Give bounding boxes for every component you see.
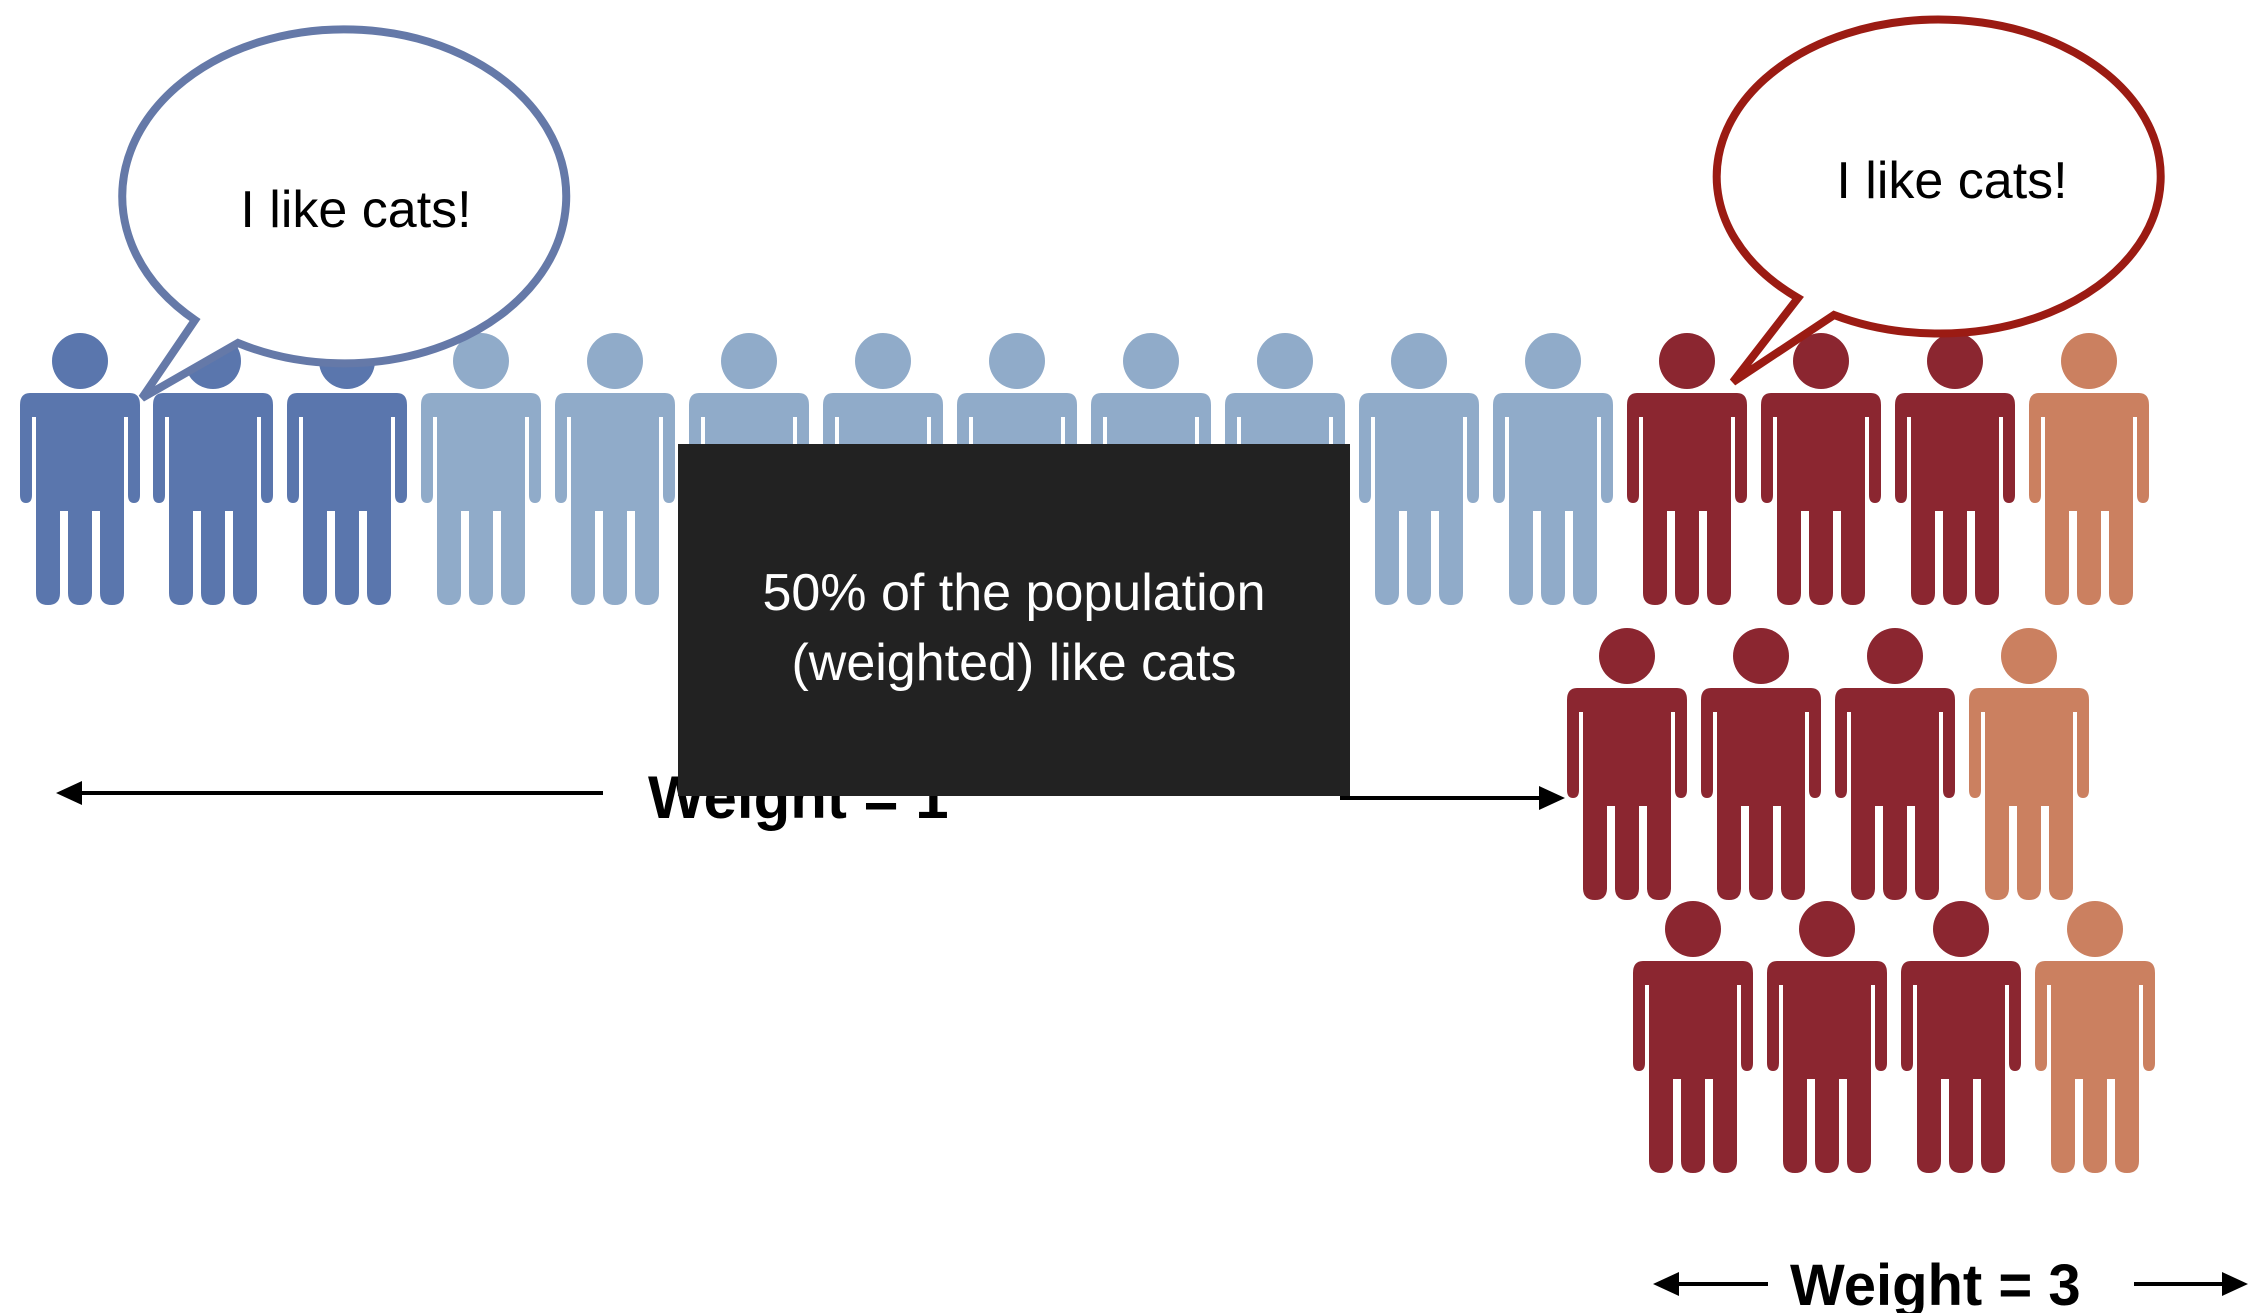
person-figure — [555, 333, 675, 605]
person-figure — [287, 333, 407, 605]
person-figure — [1969, 628, 2089, 900]
info-box-line-2: (weighted) like cats — [791, 634, 1236, 692]
person-figure — [1895, 333, 2015, 605]
weight-arrow-right: Weight = 3 — [1653, 1253, 2248, 1313]
info-box-background — [678, 444, 1350, 796]
speech-bubble-outline — [1712, 15, 2165, 386]
person-figure — [2035, 901, 2155, 1173]
person-figure — [1567, 628, 1687, 900]
person-figure — [1835, 628, 1955, 900]
person-figure — [1627, 333, 1747, 605]
info-box: 50% of the population (weighted) like ca… — [678, 444, 1350, 796]
speech-bubble-left: I like cats! — [118, 25, 571, 402]
arrow-head-right-icon — [2222, 1272, 2248, 1296]
person-figure — [1359, 333, 1479, 605]
person-figure — [1761, 333, 1881, 605]
person-figure — [1901, 901, 2021, 1173]
weight-label-right: Weight = 3 — [1790, 1253, 2081, 1313]
person-figure — [1767, 901, 1887, 1173]
person-figure — [1493, 333, 1613, 605]
weighted-row-3 — [1633, 901, 2155, 1173]
person-figure — [2029, 333, 2149, 605]
bubble-text-left: I like cats! — [240, 181, 471, 239]
person-figure — [421, 333, 541, 605]
person-figure — [20, 333, 140, 605]
person-figure — [1633, 901, 1753, 1173]
info-box-line-1: 50% of the population — [762, 564, 1265, 622]
bubble-text-right: I like cats! — [1836, 152, 2067, 210]
arrow-head-right-icon — [1539, 786, 1565, 810]
speech-bubble-right: I like cats! — [1712, 15, 2165, 386]
weighted-row-2 — [1567, 628, 2089, 900]
arrow-head-left-icon — [56, 781, 82, 805]
person-figure — [1701, 628, 1821, 900]
speech-bubble-outline — [118, 25, 571, 402]
arrow-head-left-icon — [1653, 1272, 1679, 1296]
